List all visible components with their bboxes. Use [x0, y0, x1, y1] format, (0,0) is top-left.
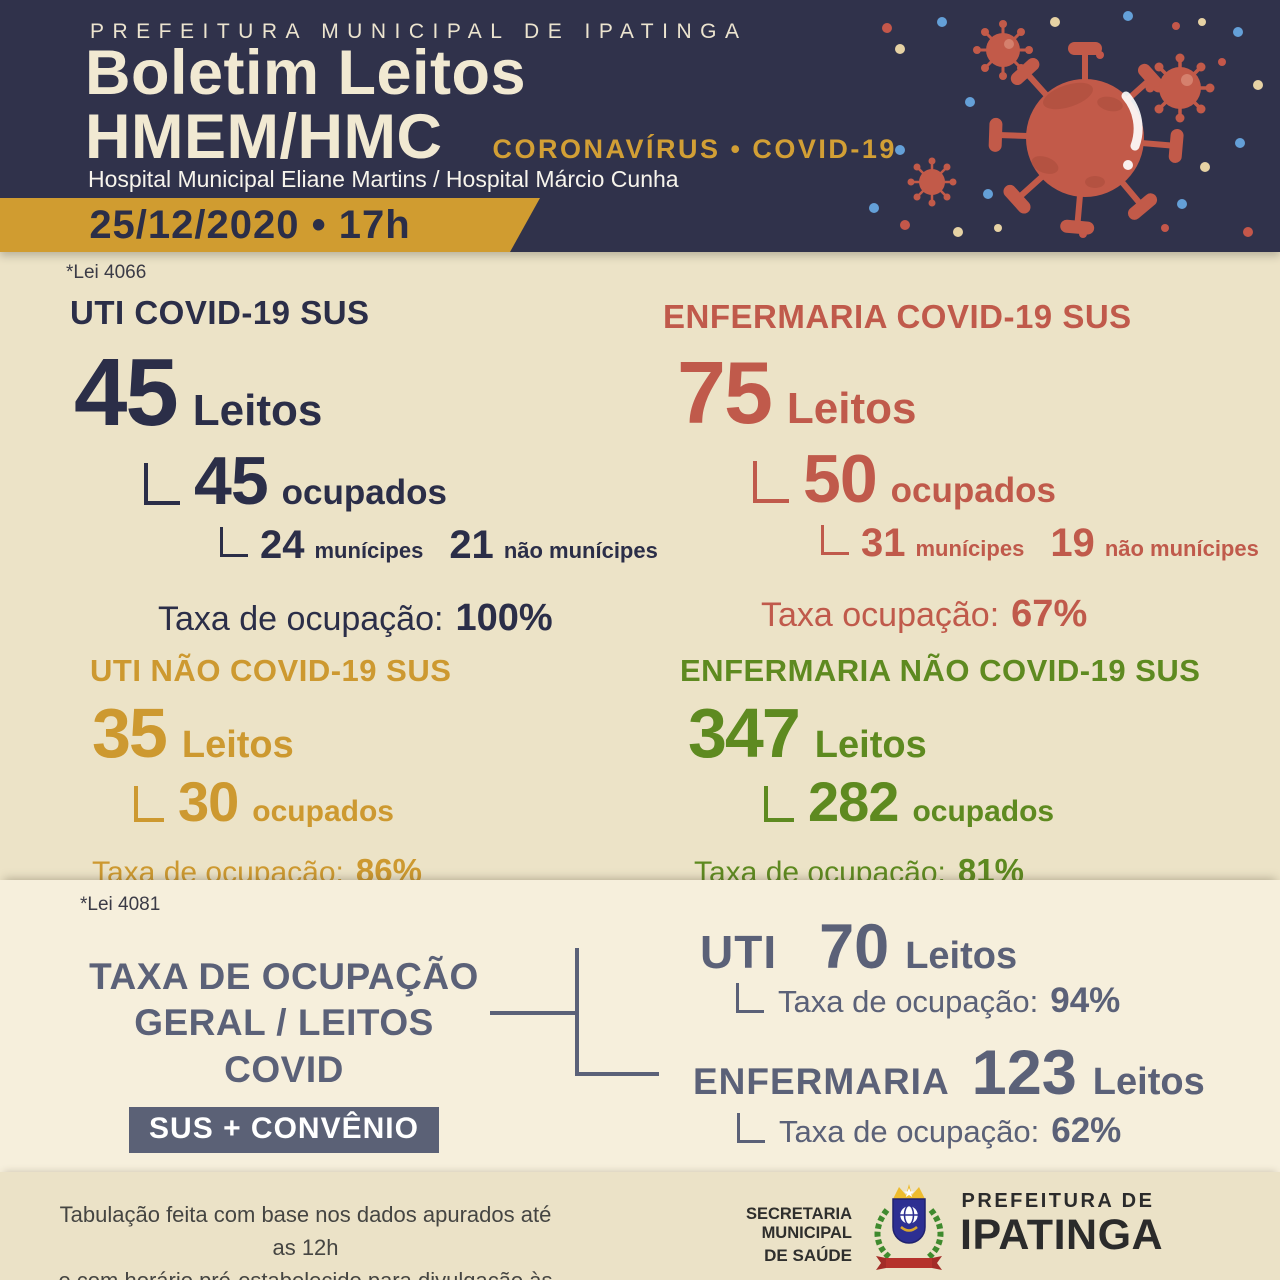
non-municipes-label: não munícipes	[1104, 536, 1259, 561]
branch-line	[134, 786, 164, 822]
general-enfermaria: ENFERMARIA 123 Leitos Taxa de ocupação: …	[693, 1042, 1205, 1149]
section-uti-covid: UTI COVID-19 SUS 45 Leitos 45 ocupados 2…	[70, 296, 658, 637]
general-uti: UTI 70 Leitos Taxa de ocupação: 94%	[700, 916, 1120, 1019]
prefeitura-line1: PREFEITURA DE	[961, 1190, 1155, 1212]
rate-label: Taxa de ocupação:	[779, 1114, 1040, 1149]
rate-value: 62%	[1051, 1111, 1122, 1150]
occupied-label: ocupados	[912, 795, 1055, 828]
rate-value: 94%	[1050, 981, 1121, 1020]
occupied-count: 282	[808, 770, 899, 833]
rate-label: Taxa de ocupação:	[158, 600, 444, 638]
general-uti-beds: 70	[819, 912, 890, 982]
branch-line	[821, 525, 849, 555]
connector-line-vertical	[575, 948, 579, 1076]
occupied-count: 50	[803, 441, 878, 517]
law-note-4066: *Lei 4066	[66, 262, 147, 283]
occupied-count: 45	[194, 443, 269, 519]
municipes-count: 31	[861, 521, 906, 565]
section-uti-nao-covid: UTI NÃO COVID-19 SUS 35 Leitos 30 ocupad…	[90, 655, 451, 888]
beds-label: Leitos	[786, 384, 917, 433]
general-title-line2: GERAL / LEITOS COVID	[134, 1002, 434, 1090]
occupied-label: ocupados	[252, 795, 394, 828]
prefeitura-line2: IPATINGA	[960, 1211, 1164, 1259]
decorative-dots	[869, 11, 1263, 238]
general-title: TAXA DE OCUPAÇÃO GERAL / LEITOS COVID SU…	[88, 954, 480, 1153]
rate-label: Taxa ocupação:	[761, 596, 1000, 634]
connector-line-bottom	[575, 1072, 659, 1076]
municipes-count: 24	[260, 523, 305, 567]
branch-line	[144, 463, 180, 505]
general-uti-label: UTI	[700, 926, 778, 978]
virus-small-1	[973, 20, 1033, 80]
page-title-line1: Boletim Leitos	[85, 38, 527, 108]
date-time: 25/12/2020 • 17h	[89, 202, 411, 247]
virus-small-2	[1145, 53, 1215, 123]
secretaria-line1: SECRETARIA MUNICIPAL	[745, 1205, 852, 1242]
virus-large	[988, 42, 1184, 235]
branch-line	[220, 527, 248, 557]
rate-value: 67%	[1011, 593, 1088, 635]
section-title: UTI COVID-19 SUS	[70, 294, 370, 331]
section-enfermaria-nao-covid: ENFERMARIA NÃO COVID-19 SUS 347 Leitos 2…	[680, 655, 1200, 888]
general-title-line1: TAXA DE OCUPAÇÃO	[89, 956, 479, 997]
general-enfermaria-label: ENFERMARIA	[693, 1061, 950, 1102]
header: PREFEITURA MUNICIPAL DE IPATINGA Boletim…	[0, 0, 1280, 252]
sus-convenio-badge: SUS + CONVÊNIO	[129, 1106, 439, 1153]
beds-label: Leitos	[181, 724, 294, 766]
ipatinga-coat-of-arms	[874, 1184, 944, 1270]
occupied-label: ocupados	[281, 473, 447, 512]
municipes-label: munícipes	[314, 538, 424, 563]
tabulation-note: Tabulação feita com base nos dados apura…	[58, 1198, 553, 1280]
branch-line	[736, 983, 764, 1013]
footer: Tabulação feita com base nos dados apura…	[0, 1172, 1280, 1280]
connector-line-mid	[490, 1011, 576, 1015]
branch-line	[764, 786, 794, 822]
beds-total: 347	[688, 694, 801, 772]
occupied-label: ocupados	[890, 471, 1056, 510]
law-note-4081: *Lei 4081	[80, 894, 161, 915]
branch-line	[753, 461, 789, 503]
branch-line	[737, 1113, 765, 1143]
non-municipes-count: 19	[1050, 521, 1095, 565]
section-title: ENFERMARIA NÃO COVID-19 SUS	[680, 653, 1201, 688]
beds-label: Leitos	[192, 386, 323, 435]
secretaria-label: SECRETARIA MUNICIPAL DE SAÚDE	[688, 1205, 852, 1266]
beds-label: Leitos	[814, 724, 927, 766]
beds-total: 35	[92, 694, 168, 772]
non-municipes-label: não munícipes	[503, 538, 658, 563]
virus-small-3	[907, 157, 957, 207]
general-enfermaria-beds: 123	[971, 1038, 1077, 1108]
general-enfermaria-beds-label: Leitos	[1092, 1061, 1205, 1103]
general-uti-beds-label: Leitos	[905, 935, 1018, 977]
occupied-count: 30	[178, 770, 239, 833]
municipes-label: munícipes	[915, 536, 1025, 561]
prefeitura-logo-text: PREFEITURA DE IPATINGA	[960, 1190, 1164, 1259]
beds-total: 75	[677, 343, 773, 442]
secretaria-line2: DE SAÚDE	[764, 1246, 852, 1265]
beds-total: 45	[74, 339, 179, 446]
section-title: ENFERMARIA COVID-19 SUS	[663, 298, 1132, 335]
coronavirus-illustration	[869, 11, 1263, 238]
section-enfermaria-covid: ENFERMARIA COVID-19 SUS 75 Leitos 50 ocu…	[663, 300, 1259, 633]
header-eyebrow: PREFEITURA MUNICIPAL DE IPATINGA	[90, 20, 748, 43]
rate-label: Taxa de ocupação:	[778, 984, 1039, 1019]
tabulation-note-line2: e com horário pré-estabelecido para divu…	[58, 1264, 553, 1280]
non-municipes-count: 21	[449, 523, 494, 567]
tabulation-note-line1: Tabulação feita com base nos dados apura…	[59, 1202, 552, 1260]
rate-value: 100%	[455, 597, 553, 639]
page-title-line2: HMEM/HMC	[85, 102, 443, 172]
covid-tagline: CORONAVÍRUS • COVID-19	[492, 134, 897, 164]
general-occupancy-panel: *Lei 4081 TAXA DE OCUPAÇÃO GERAL / LEITO…	[0, 880, 1280, 1172]
section-title: UTI NÃO COVID-19 SUS	[90, 653, 452, 688]
date-banner: 25/12/2020 • 17h	[0, 198, 540, 252]
hospitals-subtitle: Hospital Municipal Eliane Martins / Hosp…	[88, 166, 679, 192]
